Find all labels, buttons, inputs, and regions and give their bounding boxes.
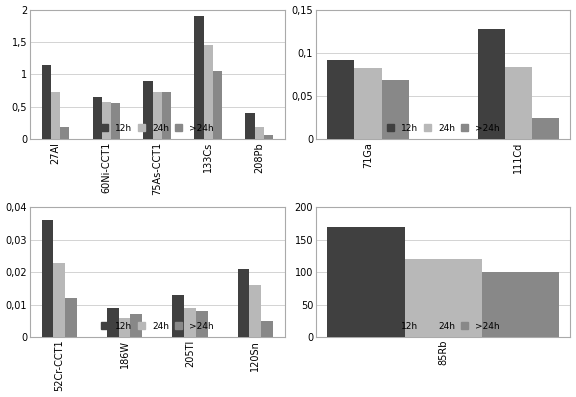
Bar xyxy=(172,295,184,337)
Bar xyxy=(143,81,153,139)
Bar xyxy=(195,16,204,139)
Bar xyxy=(354,68,381,139)
Bar xyxy=(478,29,505,139)
Bar xyxy=(153,92,162,139)
Bar xyxy=(482,272,559,337)
Bar xyxy=(505,67,532,139)
Bar xyxy=(51,93,60,139)
Bar xyxy=(238,269,249,337)
Bar xyxy=(60,127,69,139)
Bar xyxy=(261,321,273,337)
Bar xyxy=(107,308,119,337)
Bar xyxy=(327,60,354,139)
Bar xyxy=(327,227,404,337)
Legend: 12h, 24h, >24h: 12h, 24h, >24h xyxy=(385,320,502,333)
Bar xyxy=(41,65,51,139)
Bar xyxy=(162,92,171,139)
Bar xyxy=(249,285,261,337)
Bar xyxy=(404,259,482,337)
Bar xyxy=(264,135,273,139)
Bar xyxy=(196,311,207,337)
Legend: 12h, 24h, >24h: 12h, 24h, >24h xyxy=(385,122,502,135)
Bar xyxy=(41,220,54,337)
Bar xyxy=(54,262,65,337)
Bar xyxy=(184,308,196,337)
Legend: 12h, 24h, >24h: 12h, 24h, >24h xyxy=(99,122,215,135)
Bar xyxy=(93,97,102,139)
Bar xyxy=(204,45,213,139)
Bar xyxy=(65,298,77,337)
Bar xyxy=(130,314,142,337)
Bar xyxy=(255,127,264,139)
Bar xyxy=(213,71,222,139)
Bar xyxy=(102,102,111,139)
Bar xyxy=(532,118,559,139)
Bar xyxy=(381,80,408,139)
Bar xyxy=(111,104,120,139)
Bar xyxy=(245,113,255,139)
Bar xyxy=(119,318,130,337)
Legend: 12h, 24h, >24h: 12h, 24h, >24h xyxy=(99,320,215,333)
